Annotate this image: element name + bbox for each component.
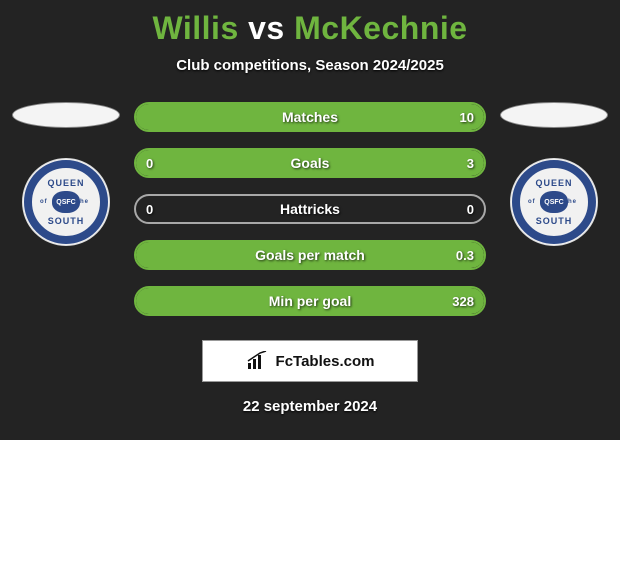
stat-label: Matches — [282, 109, 338, 125]
stat-bar: Min per goal 328 — [134, 286, 486, 316]
badge-center: QSFC — [540, 191, 568, 213]
badge-text-bottom: SOUTH — [536, 216, 573, 226]
stat-value-right: 10 — [460, 110, 474, 125]
stat-label: Min per goal — [269, 293, 351, 309]
left-player-column: QUEEN SOUTH of the QSFC — [6, 102, 126, 246]
content-row: QUEEN SOUTH of the QSFC Matches 10 0 Goals 3… — [0, 102, 620, 332]
brand-box[interactable]: FcTables.com — [202, 340, 418, 382]
stat-value-left: 0 — [146, 202, 153, 217]
stats-bars-column: Matches 10 0 Goals 3 0 Hattricks 0 Goals per mat… — [126, 102, 494, 332]
title-vs: vs — [239, 10, 294, 46]
brand-text: FcTables.com — [276, 353, 375, 370]
date-line: 22 september 2024 — [0, 398, 620, 415]
stat-bar: Matches 10 — [134, 102, 486, 132]
stat-value-right: 3 — [467, 156, 474, 171]
right-club-badge: QUEEN SOUTH of the QSFC — [510, 158, 598, 246]
subtitle: Club competitions, Season 2024/2025 — [0, 57, 620, 74]
stat-bar: 0 Hattricks 0 — [134, 194, 486, 224]
brand-chart-icon — [246, 351, 270, 371]
stat-label: Goals per match — [255, 247, 365, 263]
title-player-right: McKechnie — [294, 10, 467, 46]
stat-value-left: 0 — [146, 156, 153, 171]
badge-text-left: of — [40, 199, 48, 205]
title-player-left: Willis — [152, 10, 238, 46]
badge-text-top: QUEEN — [47, 178, 84, 188]
page-title: Willis vs McKechnie — [0, 0, 620, 47]
stat-value-right: 0 — [467, 202, 474, 217]
stat-label: Hattricks — [280, 201, 340, 217]
stat-bar: 0 Goals 3 — [134, 148, 486, 178]
right-player-column: QUEEN SOUTH of the QSFC — [494, 102, 614, 246]
right-player-oval — [500, 102, 608, 128]
stat-value-right: 0.3 — [456, 248, 474, 263]
badge-text-left: of — [528, 199, 536, 205]
comparison-panel: Willis vs McKechnie Club competitions, S… — [0, 0, 620, 440]
stat-value-right: 328 — [452, 294, 474, 309]
stat-label: Goals — [291, 155, 330, 171]
badge-ring: QUEEN SOUTH of the QSFC — [512, 160, 596, 244]
badge-center: QSFC — [52, 191, 80, 213]
left-player-oval — [12, 102, 120, 128]
stat-bar: Goals per match 0.3 — [134, 240, 486, 270]
left-club-badge: QUEEN SOUTH of the QSFC — [22, 158, 110, 246]
badge-ring: QUEEN SOUTH of the QSFC — [24, 160, 108, 244]
badge-text-right: the — [77, 199, 89, 205]
badge-text-right: the — [565, 199, 577, 205]
badge-text-bottom: SOUTH — [48, 216, 85, 226]
badge-text-top: QUEEN — [535, 178, 572, 188]
